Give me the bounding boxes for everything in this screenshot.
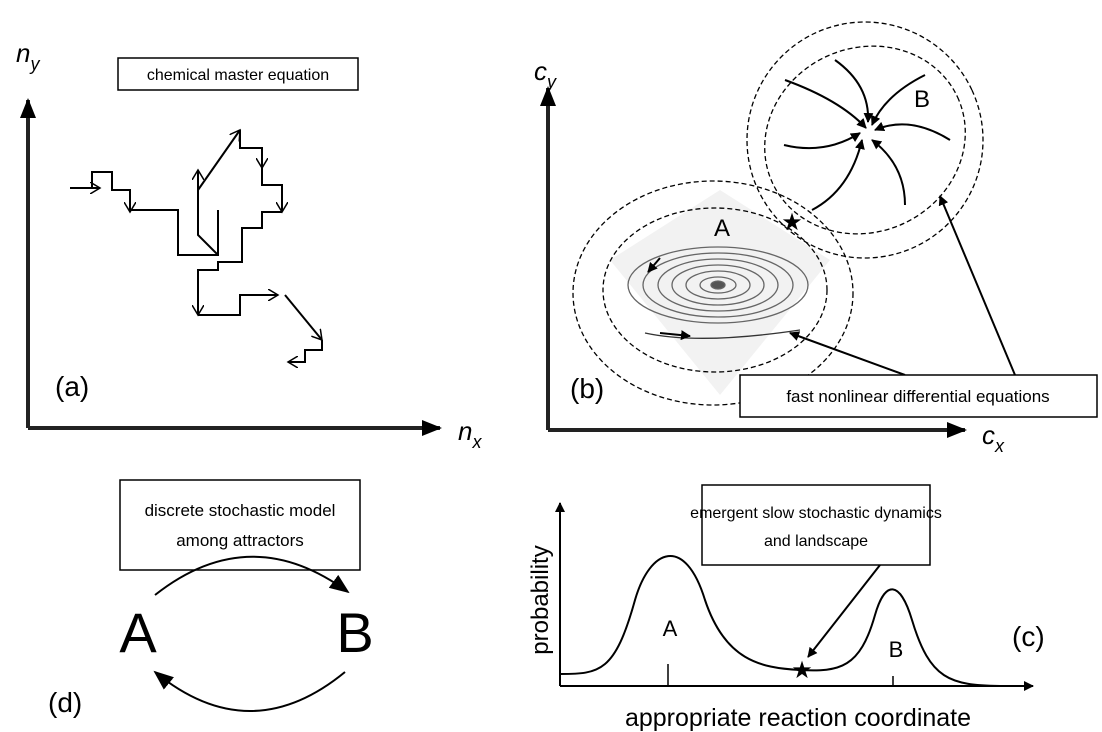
x-axis-label: appropriate reaction coordinate [625,704,971,732]
box-text: fast nonlinear differential equations [786,387,1049,406]
box-text: emergent slow stochastic dynamics [690,505,942,522]
panel-label: (b) [570,373,604,404]
saddle-star: ★ [781,209,803,236]
transition-arrow [155,672,345,711]
probability-curve [560,556,1000,686]
panel-label: (d) [48,687,82,718]
panel-b: cy cx ★ A B fast nonlinear differential … [534,0,1097,456]
box-text: discrete stochastic model [145,501,336,520]
figure: ny nx chemical master equation (a) cy cx [0,0,1102,732]
box-text: among attractors [176,531,304,550]
panel-a: ny nx chemical master equation (a) [16,38,482,452]
y-axis-label: ny [16,38,40,74]
y-axis-label: probability [527,545,554,654]
peak-label: A [663,616,678,641]
x-axis-label: cx [982,420,1005,456]
y-axis-label: cy [534,56,557,92]
box-text: chemical master equation [147,67,329,84]
random-walk [70,130,322,362]
flow-lines [784,60,950,210]
panel-c: ★ A B probability appropriate reaction c… [527,485,1045,732]
state-label: B [336,601,373,664]
x-axis-label: nx [458,416,482,452]
state-label: A [119,601,157,664]
pointer [808,565,880,657]
pointer [790,333,905,375]
peak-label: B [889,637,904,662]
attractor-label: B [914,86,930,113]
box [702,485,930,565]
attractor-label: A [714,215,730,242]
panel-label: (c) [1012,621,1045,652]
box-text: and landscape [764,533,868,550]
saddle-star: ★ [791,657,813,684]
panel-label: (a) [55,371,89,402]
panel-d: discrete stochastic model among attracto… [48,480,374,718]
pointer [940,196,1015,375]
